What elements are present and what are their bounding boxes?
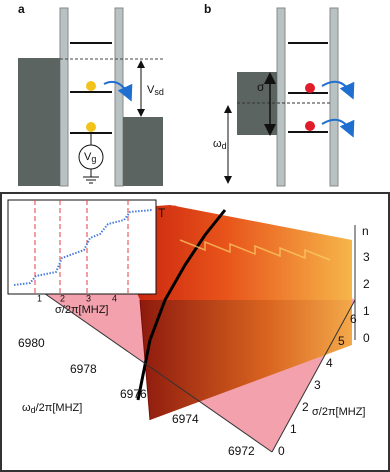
omega-tick-label: 6978 [70,362,97,376]
emission-arrow [321,80,355,100]
tunnel-arrow [103,80,133,102]
sigma-tick-label: 3 [314,378,321,392]
photon [305,83,315,93]
sigma-tick-label: 6 [350,312,357,326]
sigma-label: σ [257,80,265,94]
barrier [59,7,69,187]
z-tick-label: 0 [363,331,370,345]
photon [305,121,315,131]
omega-axis [7,267,273,453]
vg-label: Vg [84,151,96,164]
sigma-tick-label: 4 [326,356,333,370]
omega-tick-label: 6972 [228,444,255,458]
sigma-tick-label: 1 [290,422,297,436]
sigma-tick-label: 0 [278,444,285,458]
panel-b: b σ ωd [204,2,355,187]
sigma-axis [271,299,356,453]
omega-axis-label: ωd/2π[MHZ] [22,402,82,415]
path-line [136,209,227,401]
z-tick-label: 1 [363,304,370,318]
inset-tick-label: 3 [86,293,91,303]
inset-tick-label: 2 [60,293,65,303]
surface-top [100,205,352,300]
sigma-axis-label: σ/2π[MHZ] [312,406,366,418]
barrier [329,7,339,187]
steps [179,239,331,261]
inset-y-label: T [158,206,166,220]
barrier [276,7,286,187]
sigma-tick-label: 5 [338,334,345,348]
z-axis-label: n [362,224,369,238]
panel-label: a [18,2,25,16]
inset-x-label: σ/2π[MHZ] [55,304,109,316]
vsd-label: Vsd [147,84,164,97]
omega-tick-label: 6980 [18,336,45,350]
omega-label: ωd [213,138,227,151]
emission-arrow [321,118,355,138]
inset-tick-label: 4 [112,293,117,303]
omega-tick-label: 6974 [172,412,199,426]
transmission-curve [13,209,153,286]
z-tick-label: 3 [363,250,370,264]
panel-label: b [204,2,211,16]
panel-c: n 0 1 2 3 0 1 2 3 4 5 6 σ/2π[MHZ] 6980 6… [0,192,390,472]
inset-frame [7,199,157,295]
inset-tick-label: 1 [37,293,42,303]
z-tick-label: 2 [363,277,370,291]
electron [86,122,96,132]
surface-front [140,300,352,420]
electron [86,81,96,91]
barrier [114,7,124,187]
drain-reservoir [123,117,163,186]
source-reservoir [18,58,60,186]
omega-tick-label: 6976 [120,387,147,401]
panel-a: a Vsd Vg [18,2,165,187]
ground [83,169,99,184]
inset: T 1 2 3 4 σ/2π[MHZ] [7,199,166,316]
sigma-tick-label: 2 [302,400,309,414]
